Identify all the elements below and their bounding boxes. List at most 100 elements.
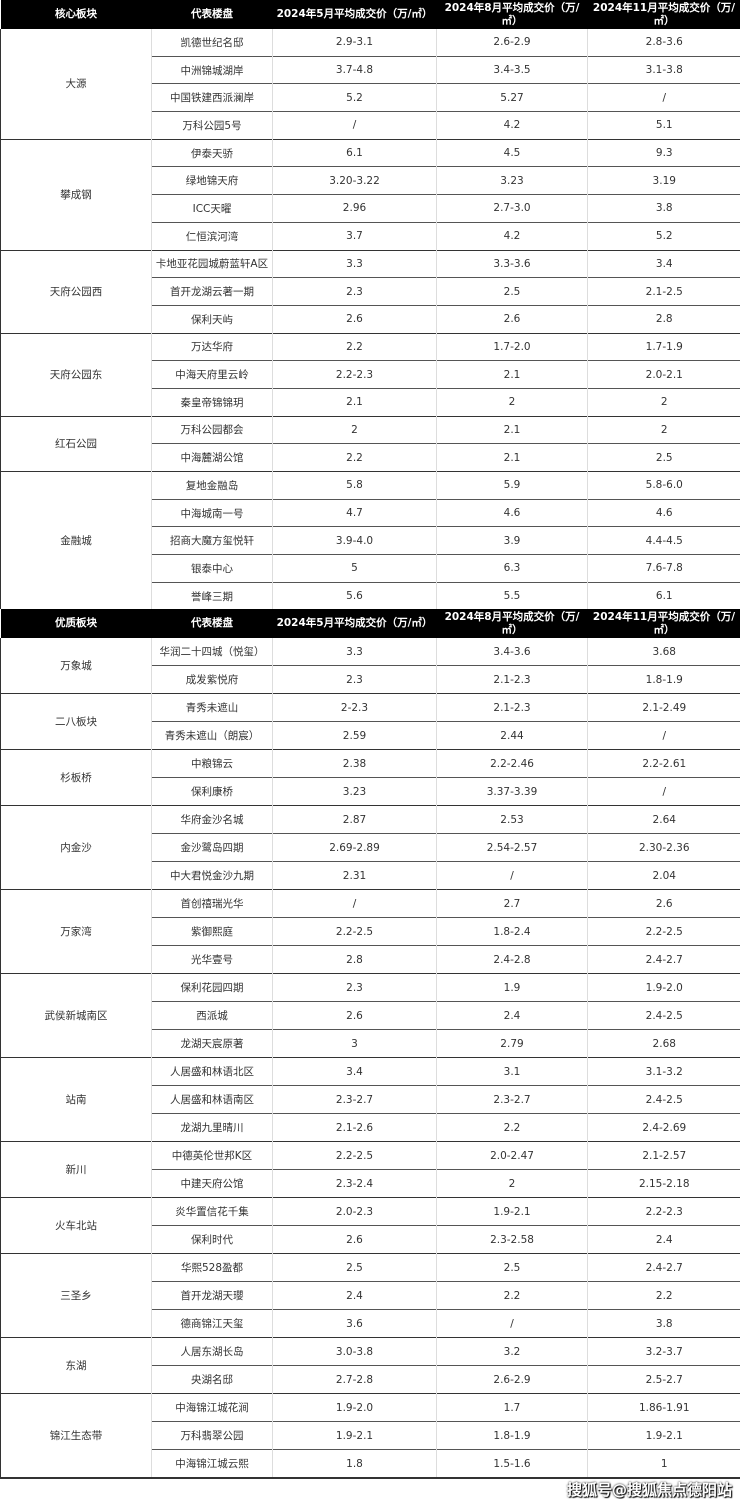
header-row: 核心板块 代表楼盘 2024年5月平均成交价（万/㎡） 2024年8月平均成交价（万/…	[0, 0, 740, 29]
nov-price: 2.4-2.7	[587, 1253, 740, 1282]
nov-price: 9.3	[587, 138, 740, 167]
may-price: 3.9-4.0	[272, 526, 437, 555]
may-price: 3.0-3.8	[272, 1337, 437, 1366]
aug-price: 3.3-3.6	[436, 249, 588, 278]
aug-price: 4.2	[436, 111, 588, 140]
project-header: 代表楼盘	[151, 0, 273, 29]
may-price: 2.69-2.89	[272, 833, 437, 862]
block-name: 攀成钢	[0, 138, 152, 250]
nov-price: 2.68	[587, 1029, 740, 1058]
nov-price: 2.2-2.61	[587, 749, 740, 778]
aug-price: 1.7	[436, 1393, 588, 1422]
project-name: 中洲锦城湖岸	[151, 55, 273, 84]
block-name: 锦江生态带	[0, 1393, 152, 1478]
may-price: 2.6	[272, 1001, 437, 1030]
may-price: 2.87	[272, 805, 437, 834]
table-row: 保利时代 2.6 2.3-2.58 2.4	[1, 1225, 740, 1254]
table-row: 绿地锦天府 3.20-3.22 3.23 3.19	[1, 166, 740, 195]
nov-price: 2.15-2.18	[587, 1169, 740, 1198]
project-name: 誉峰三期	[151, 581, 273, 610]
aug-price: 2.7	[436, 889, 588, 918]
may-price: 2	[272, 415, 437, 444]
nov-price: 7.6-7.8	[587, 554, 740, 583]
watermark: 搜狐号@搜狐焦点德阳站	[566, 1480, 732, 1499]
nov-price: 2.8	[587, 304, 740, 334]
block-name: 大源	[0, 29, 152, 140]
project-name: 中海锦江城云熙	[151, 1449, 273, 1478]
block-name: 二八板块	[0, 693, 152, 750]
project-name: 秦皇帝锦锦玥	[151, 387, 273, 417]
nov-price: 1	[587, 1449, 740, 1478]
may-price: 2.3	[272, 277, 437, 306]
may-price: 3.3	[272, 249, 437, 278]
table-row: 成发紫悦府 2.3 2.1-2.3 1.8-1.9	[1, 665, 740, 694]
aug-price: 5.5	[436, 581, 588, 610]
aug-price: 2.6-2.9	[436, 29, 588, 57]
nov-price: 1.8-1.9	[587, 665, 740, 694]
table-row: 仁恒滨河湾 3.7 4.2 5.2	[1, 221, 740, 250]
table-row: 天府公园东 万达华府 2.2 1.7-2.0 1.7-1.9	[0, 332, 740, 417]
project-name: 中海麓湖公馆	[151, 443, 273, 472]
nov-price: 2.30-2.36	[587, 833, 740, 862]
nov-price: 3.2-3.7	[587, 1337, 740, 1366]
project-name: 银泰中心	[151, 554, 273, 583]
may-price: 2.2-2.3	[272, 360, 437, 389]
nov-price: 2.5-2.7	[587, 1365, 740, 1394]
nov-price: 2.0-2.1	[587, 360, 740, 389]
table-row: 招商大魔方玺悦轩 3.9-4.0 3.9 4.4-4.5	[1, 526, 740, 555]
aug-price: 2.1-2.3	[436, 693, 588, 722]
project-name: 首开龙湖天瓔	[151, 1281, 273, 1310]
aug-price: 3.4-3.5	[436, 55, 588, 84]
aug-price: 2.1	[436, 415, 588, 444]
nov-price: 2.04	[587, 861, 740, 890]
aug-price: /	[436, 861, 588, 890]
aug-price: 2.44	[436, 721, 588, 750]
project-name: 华润二十四城（悦玺）	[151, 638, 273, 666]
may-price: 3.7-4.8	[272, 55, 437, 84]
nov-price: 2.1-2.5	[587, 277, 740, 306]
aug-price: 2.5	[436, 277, 588, 306]
table-row: 中海城南一号 4.7 4.6 4.6	[1, 498, 740, 527]
table-row: 保利天屿 2.6 2.6 2.8	[1, 304, 740, 334]
block-name: 东湖	[0, 1337, 152, 1394]
table-row: 光华壹号 2.8 2.4-2.8 2.4-2.7	[1, 945, 740, 974]
nov-price: /	[587, 721, 740, 750]
aug-price: 1.8-2.4	[436, 917, 588, 946]
table-row: 杉板桥 中粮锦云 2.38 2.2-2.46 2.2-2.61	[0, 749, 740, 806]
quality-blocks-price-table: 优质板块 代表楼盘 2024年5月平均成交价（万/㎡） 2024年8月平均成交价（万/…	[0, 609, 740, 1478]
table-row: 首开龙湖云著一期 2.3 2.5 2.1-2.5	[1, 277, 740, 306]
project-name: 万科公园5号	[151, 111, 273, 140]
nov-price: 2.64	[587, 805, 740, 834]
block-name: 杉板桥	[0, 749, 152, 806]
table-row: 德商锦江天玺 3.6/3.8	[1, 1309, 740, 1338]
may-price: 3.3	[272, 638, 437, 666]
aug-price: 2.3-2.7	[436, 1085, 588, 1114]
table-row: 中洲锦城湖岸 3.7-4.8 3.4-3.5 3.1-3.8	[1, 55, 740, 84]
may-price: 1.9-2.1	[272, 1421, 437, 1450]
nov-price: 1.86-1.91	[587, 1393, 740, 1422]
aug-price: 2.2	[436, 1113, 588, 1142]
aug-price: 2.53	[436, 805, 588, 834]
nov-price: 2	[587, 387, 740, 417]
table-row: 保利康桥 3.23 3.37-3.39/	[1, 777, 740, 806]
nov-price: 2.1-2.57	[587, 1141, 740, 1170]
aug-price-header: 2024年8月平均成交价（万/㎡）	[436, 0, 588, 29]
table-row: 中国铁建西派澜岸 5.2 5.27/	[1, 83, 740, 112]
table-row: 央湖名邸 2.7-2.8 2.6-2.9 2.5-2.7	[1, 1365, 740, 1394]
aug-price: 1.8-1.9	[436, 1421, 588, 1450]
aug-price: 4.6	[436, 498, 588, 527]
nov-price: 3.1-3.2	[587, 1057, 740, 1086]
may-price: 5	[272, 554, 437, 583]
may-price: 2.8	[272, 945, 437, 974]
nov-price: 5.1	[587, 111, 740, 140]
block-name: 内金沙	[0, 805, 152, 890]
nov-price: 4.6	[587, 498, 740, 527]
aug-price: 3.37-3.39	[436, 777, 588, 806]
aug-price: 5.9	[436, 471, 588, 500]
nov-price: 3.19	[587, 166, 740, 195]
nov-price-header: 2024年11月平均成交价（万/㎡）	[587, 0, 740, 29]
may-price: 5.2	[272, 83, 437, 112]
project-name: 华府金沙名城	[151, 805, 273, 834]
may-price: 2.96	[272, 194, 437, 223]
table-row: 万科公园5号/4.2 5.1	[1, 111, 740, 140]
